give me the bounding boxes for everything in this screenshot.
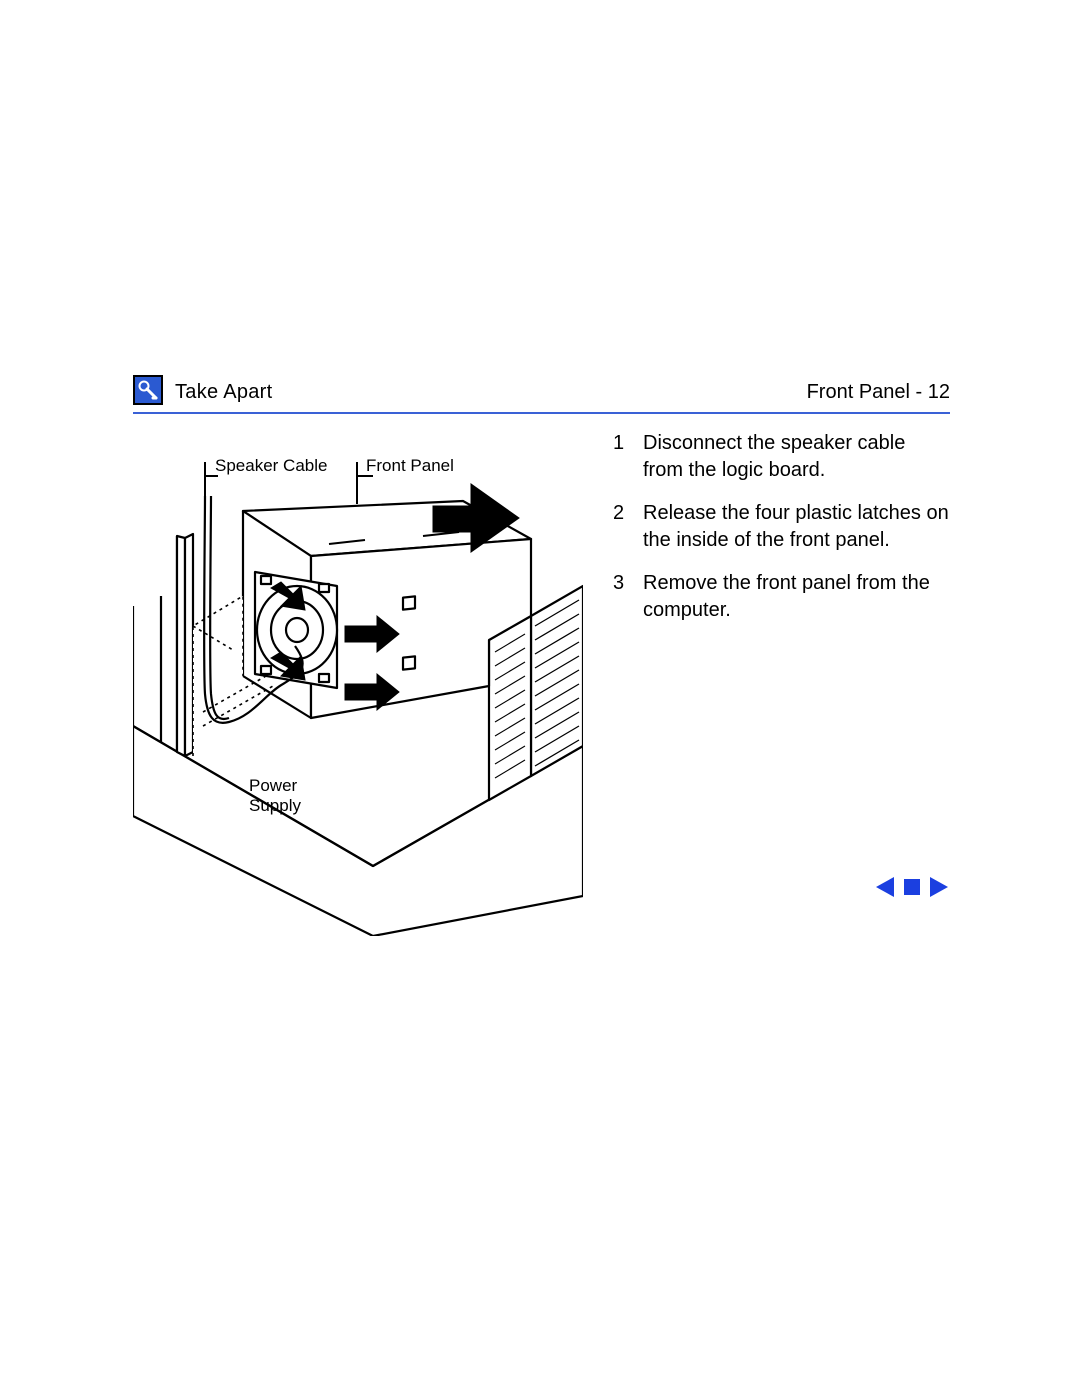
page-header: Take Apart Front Panel - 12 bbox=[133, 378, 950, 414]
page-label: Front Panel - 12 bbox=[807, 381, 950, 404]
header-left: Take Apart bbox=[133, 377, 273, 407]
diagram-column: Speaker Cable Front Panel Power Supply bbox=[133, 426, 583, 1277]
exploded-diagram bbox=[133, 426, 583, 936]
page-nav bbox=[874, 875, 950, 899]
stop-button[interactable] bbox=[902, 877, 922, 897]
step-text: Release the four plastic latches on the … bbox=[643, 500, 950, 554]
label-speaker-cable: Speaker Cable bbox=[215, 456, 327, 476]
step-text: Disconnect the speaker cable from the lo… bbox=[643, 430, 950, 484]
section-title: Take Apart bbox=[175, 381, 273, 404]
step-item: 2 Release the four plastic latches on th… bbox=[613, 500, 950, 554]
page-body: Speaker Cable Front Panel Power Supply bbox=[133, 426, 950, 1277]
step-number: 2 bbox=[613, 500, 627, 554]
step-number: 1 bbox=[613, 430, 627, 484]
label-front-panel: Front Panel bbox=[366, 456, 454, 476]
label-power-supply: Power Supply bbox=[249, 776, 301, 815]
instruction-column: 1 Disconnect the speaker cable from the … bbox=[613, 426, 950, 1277]
step-item: 1 Disconnect the speaker cable from the … bbox=[613, 430, 950, 484]
step-text: Remove the front panel from the computer… bbox=[643, 570, 950, 624]
prev-page-button[interactable] bbox=[874, 875, 898, 899]
step-number: 3 bbox=[613, 570, 627, 624]
page: Take Apart Front Panel - 12 Speaker Cabl… bbox=[0, 0, 1080, 1397]
next-page-button[interactable] bbox=[926, 875, 950, 899]
steps-list: 1 Disconnect the speaker cable from the … bbox=[613, 430, 950, 624]
takeapart-icon bbox=[133, 375, 163, 405]
step-item: 3 Remove the front panel from the comput… bbox=[613, 570, 950, 624]
